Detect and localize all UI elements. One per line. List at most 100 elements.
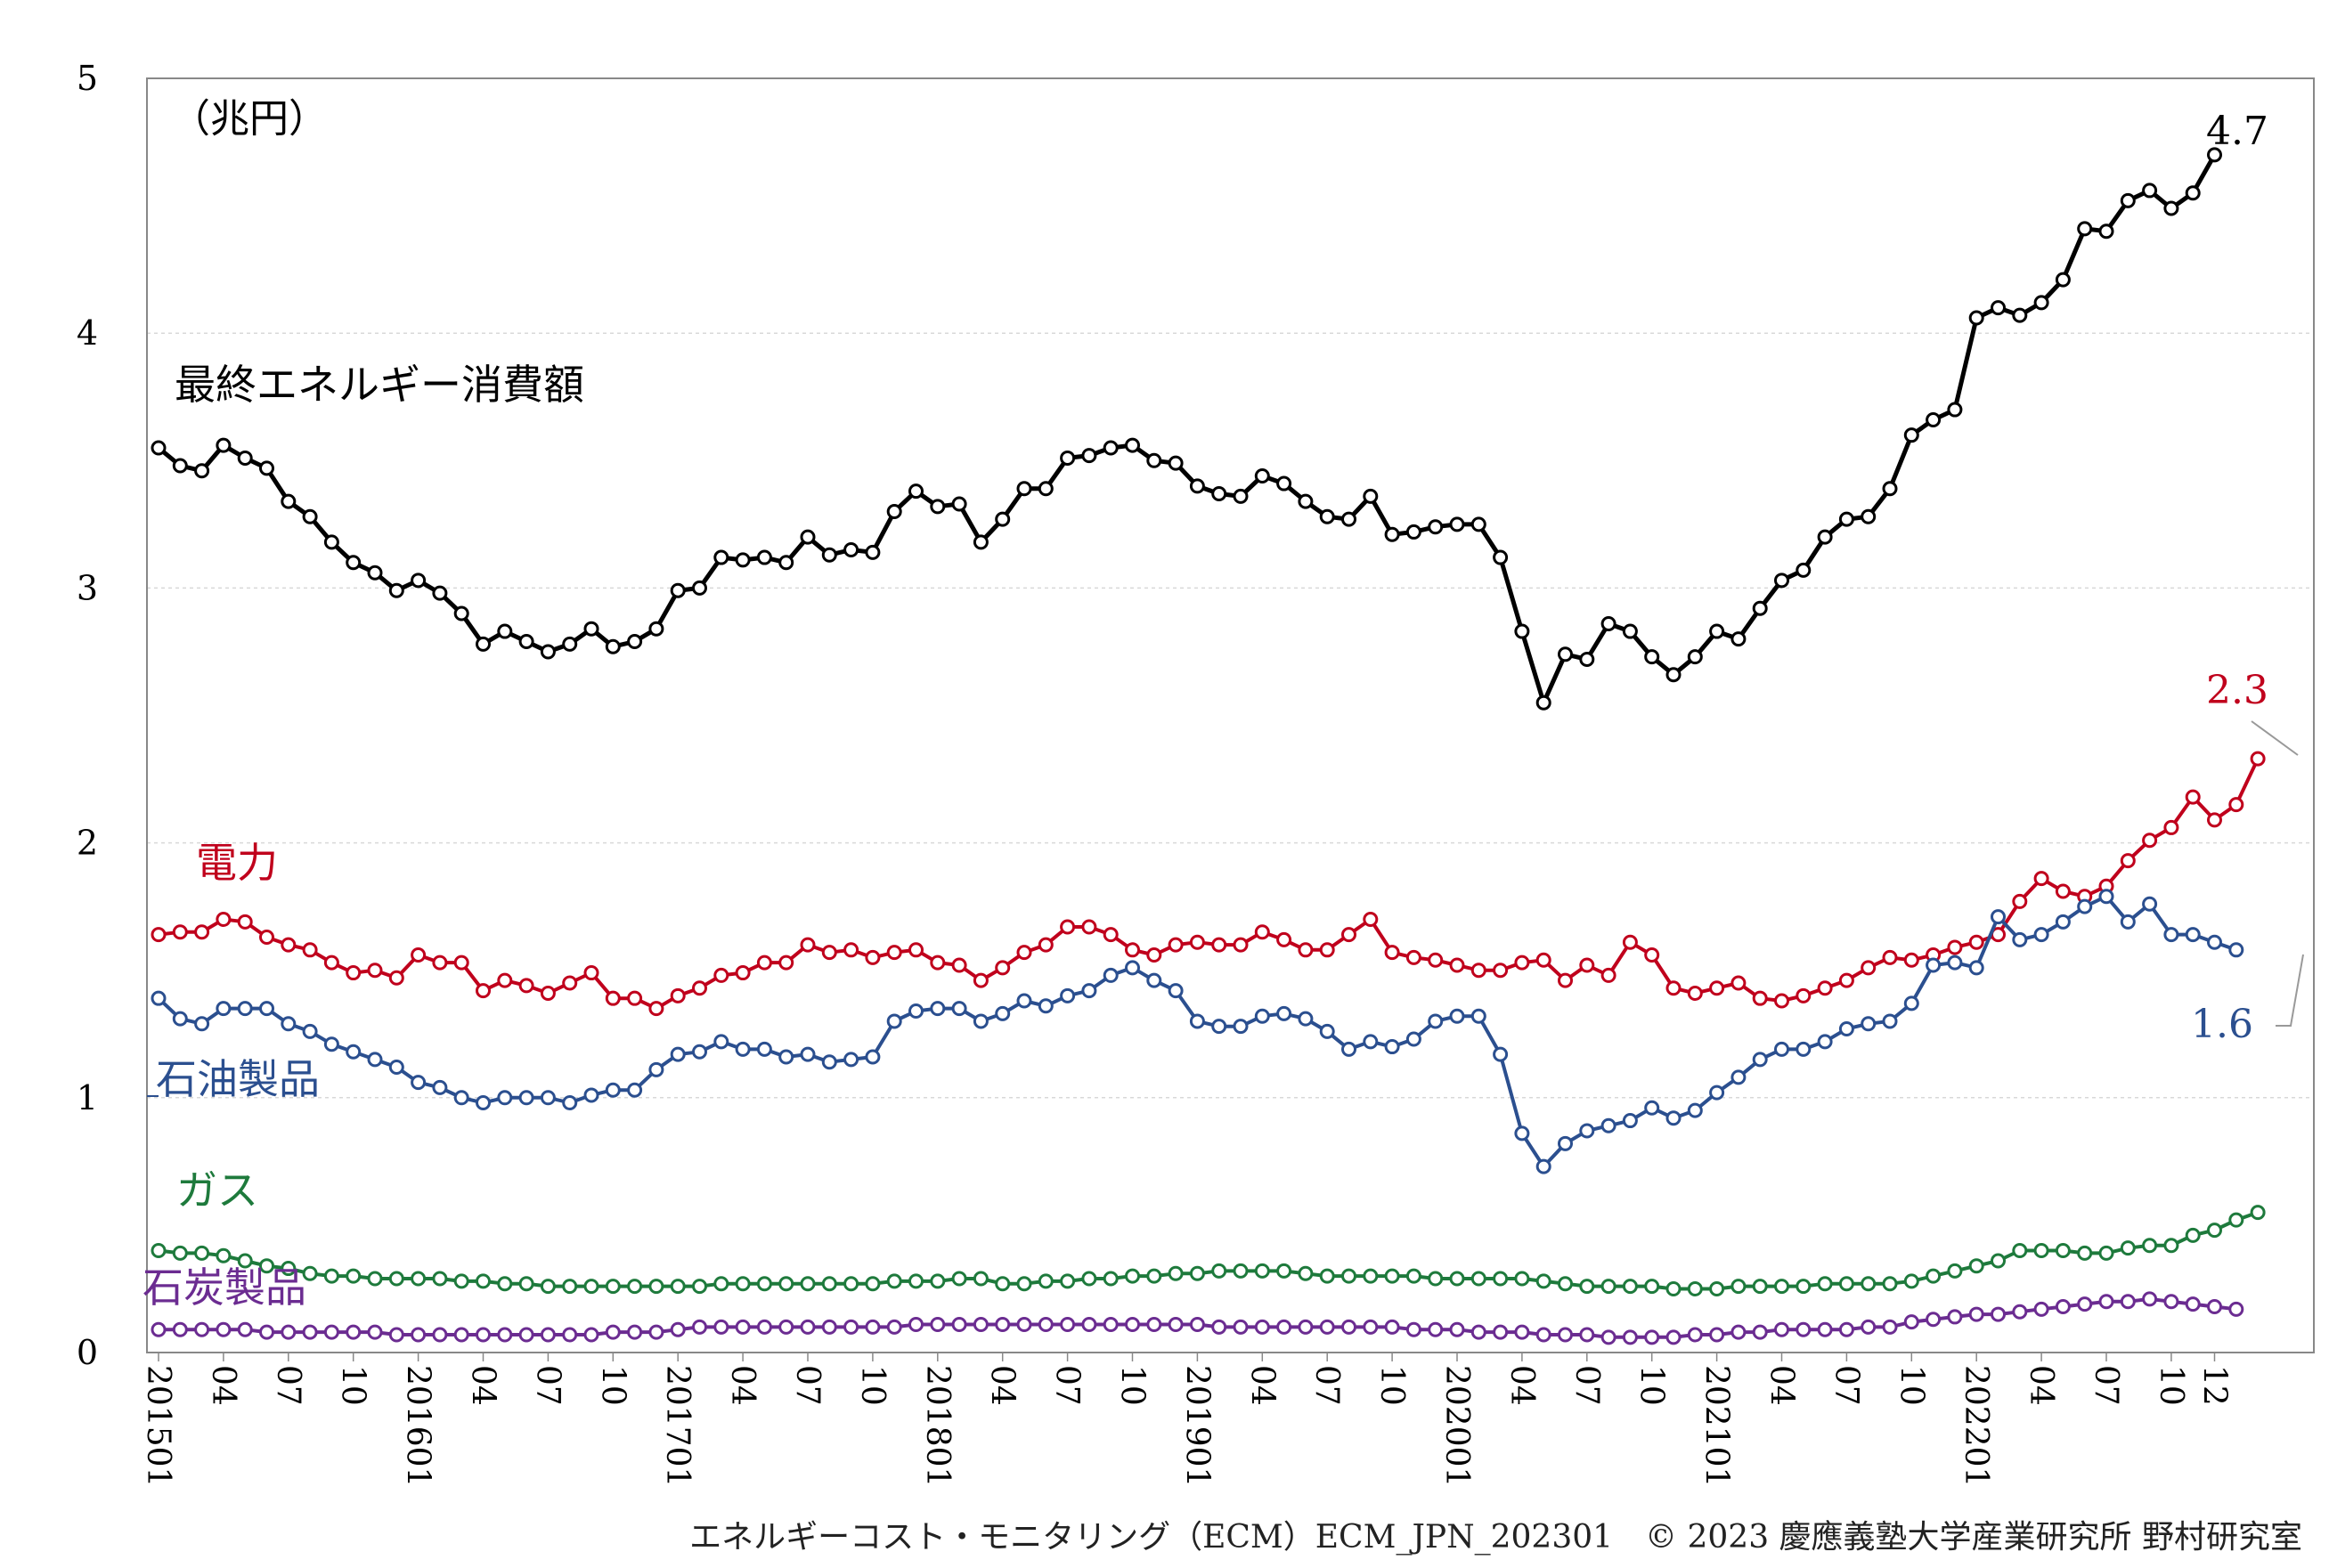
- data-point: [1514, 955, 1530, 971]
- data-point: [411, 1075, 427, 1091]
- data-point: [2207, 812, 2222, 828]
- data-point: [1189, 478, 1205, 494]
- data-point: [2163, 927, 2179, 943]
- data-point: [1449, 1271, 1465, 1287]
- data-point: [1168, 1265, 1184, 1281]
- data-point: [1622, 1113, 1638, 1129]
- data-point: [2033, 927, 2049, 943]
- series-name-label: 石油製品: [156, 1055, 320, 1103]
- data-point: [1861, 508, 1877, 524]
- data-point: [1796, 1321, 1812, 1337]
- data-point: [800, 1276, 816, 1292]
- data-point: [995, 1276, 1011, 1292]
- x-tick-label: 12: [2196, 1365, 2233, 1406]
- data-point: [1709, 980, 1725, 996]
- data-point: [2163, 1294, 2179, 1310]
- data-point: [1991, 300, 2006, 316]
- data-point: [2163, 200, 2179, 216]
- x-tick-label: 07: [529, 1365, 566, 1406]
- data-point: [1125, 942, 1140, 958]
- data-point: [476, 983, 491, 999]
- data-point: [323, 1324, 339, 1340]
- data-point: [1211, 1319, 1227, 1335]
- data-point: [302, 942, 318, 958]
- data-point: [367, 1324, 383, 1340]
- data-point: [388, 582, 404, 598]
- data-point: [930, 1273, 946, 1289]
- data-point: [1861, 960, 1877, 976]
- data-point: [1341, 1319, 1356, 1335]
- data-point: [518, 634, 534, 650]
- data-point: [886, 1013, 902, 1029]
- data-point: [1428, 1271, 1444, 1287]
- data-point: [1665, 1329, 1682, 1345]
- end-label-leader: [2276, 954, 2304, 1027]
- series-0: [151, 147, 2222, 711]
- x-tick-label: 10: [594, 1365, 631, 1406]
- data-point: [1319, 942, 1335, 958]
- data-point: [2055, 272, 2071, 288]
- data-point: [1146, 452, 1162, 468]
- unit-label: （兆円）: [171, 96, 328, 142]
- data-point: [1016, 945, 1032, 961]
- data-point: [1947, 1263, 1963, 1279]
- data-point: [518, 1090, 534, 1106]
- data-point: [1687, 1327, 1703, 1343]
- data-point: [1470, 963, 1486, 979]
- data-point: [216, 437, 232, 453]
- data-point: [476, 636, 491, 652]
- data-point: [2185, 185, 2201, 201]
- data-point: [908, 1003, 924, 1019]
- data-point: [1298, 942, 1314, 958]
- x-tick-label: 202101: [1698, 1365, 1735, 1487]
- data-point: [1752, 1324, 1768, 1340]
- data-point: [973, 534, 989, 550]
- series-4: [151, 1291, 2244, 1345]
- end-value-label: 4.7: [2206, 109, 2268, 154]
- data-point: [1103, 440, 1119, 456]
- data-point: [1341, 1268, 1356, 1284]
- data-point: [216, 1247, 232, 1263]
- data-point: [2185, 927, 2201, 943]
- data-point: [821, 945, 837, 961]
- data-point: [951, 957, 967, 973]
- data-point: [281, 1324, 297, 1340]
- x-tick-label: 04: [1243, 1365, 1280, 1406]
- data-point: [1038, 998, 1054, 1014]
- data-point: [1882, 949, 1898, 965]
- data-point: [1687, 985, 1703, 1001]
- data-point: [1211, 1019, 1227, 1035]
- data-point: [1168, 455, 1184, 471]
- data-point: [2055, 1298, 2071, 1314]
- data-point: [1384, 1039, 1400, 1055]
- data-point: [886, 1319, 902, 1335]
- data-point: [1341, 927, 1356, 943]
- data-point: [1579, 1123, 1595, 1139]
- data-point: [843, 1052, 859, 1068]
- data-point: [216, 1321, 232, 1337]
- data-point: [1493, 963, 1509, 979]
- data-point: [951, 1317, 967, 1333]
- data-point: [2120, 1294, 2136, 1310]
- data-point: [1276, 1005, 1292, 1021]
- data-point: [1861, 1276, 1877, 1292]
- data-point: [367, 1052, 383, 1068]
- data-point: [172, 1245, 188, 1261]
- data-point: [886, 504, 902, 520]
- data-point: [1405, 1268, 1421, 1284]
- data-point: [2228, 1301, 2244, 1317]
- data-point: [1298, 1011, 1314, 1027]
- data-point: [151, 1243, 167, 1259]
- data-point: [1817, 529, 1833, 545]
- data-point: [346, 1268, 362, 1284]
- series-name-label: 電力: [196, 839, 278, 887]
- data-point: [1968, 934, 1984, 950]
- x-tick-label: 10: [335, 1365, 371, 1406]
- data-point: [735, 965, 751, 981]
- data-point: [1449, 957, 1465, 973]
- data-point: [2228, 797, 2244, 813]
- data-point: [2033, 1301, 2049, 1317]
- data-point: [778, 1319, 794, 1335]
- data-point: [1968, 960, 1984, 976]
